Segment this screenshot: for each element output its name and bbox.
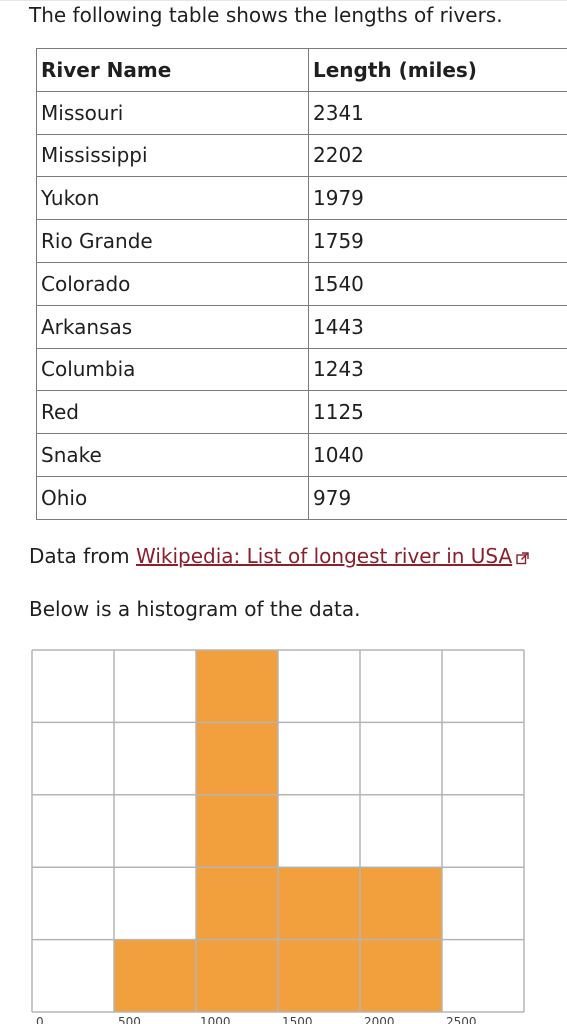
river-length-cell: 2341 bbox=[308, 90, 567, 135]
wikipedia-link[interactable]: Wikipedia: List of longest river in USA bbox=[136, 544, 513, 568]
header-length: Length (miles) bbox=[308, 48, 567, 92]
river-name-cell: Rio Grande bbox=[36, 219, 309, 263]
histogram-bar bbox=[196, 650, 278, 1012]
table-row: Yukon 1979 bbox=[36, 176, 567, 221]
river-length-cell: 1443 bbox=[308, 304, 567, 349]
top-divider bbox=[0, 0, 567, 1]
river-length-cell: 1125 bbox=[308, 390, 567, 435]
header-river-name: River Name bbox=[36, 48, 309, 92]
river-name-cell: Colorado bbox=[36, 261, 309, 306]
x-tick-label: 2500 bbox=[446, 1015, 477, 1024]
histogram-intro: Below is a histogram of the data. bbox=[29, 597, 361, 621]
x-tick-label: 1000 bbox=[200, 1015, 231, 1024]
table-row: Colorado 1540 bbox=[36, 261, 567, 306]
table-row: Arkansas 1443 bbox=[36, 304, 567, 349]
river-length-cell: 1979 bbox=[308, 176, 567, 221]
x-tick-label: 1500 bbox=[282, 1015, 313, 1024]
river-length-cell: 979 bbox=[308, 475, 567, 520]
river-name-cell: Yukon bbox=[36, 176, 309, 221]
histogram-bar bbox=[114, 939, 196, 1012]
table-row: Red 1125 bbox=[36, 390, 567, 435]
histogram-chart: 0 500 1000 1500 2000 2500 bbox=[31, 649, 525, 1024]
external-link-icon[interactable] bbox=[516, 544, 529, 572]
x-tick-label: 500 bbox=[118, 1015, 141, 1024]
river-name-cell: Arkansas bbox=[36, 304, 309, 349]
source-line: Data from Wikipedia: List of longest riv… bbox=[29, 542, 529, 572]
table-header-row: River Name Length (miles) bbox=[36, 48, 567, 92]
table-row: Mississippi 2202 bbox=[36, 133, 567, 178]
table-row: Missouri 2341 bbox=[36, 90, 567, 135]
table-row: Snake 1040 bbox=[36, 433, 567, 477]
river-length-cell: 1040 bbox=[308, 433, 567, 477]
river-name-cell: Ohio bbox=[36, 475, 309, 520]
river-length-cell: 1759 bbox=[308, 219, 567, 263]
source-prefix: Data from bbox=[29, 544, 137, 568]
table-row: Ohio 979 bbox=[36, 475, 567, 520]
river-length-cell: 1540 bbox=[308, 261, 567, 306]
river-length-cell: 2202 bbox=[308, 133, 567, 178]
table-row: Columbia 1243 bbox=[36, 347, 567, 392]
intro-text: The following table shows the lengths of… bbox=[29, 3, 503, 27]
x-tick-label: 2000 bbox=[364, 1015, 395, 1024]
river-table: River Name Length (miles) Missouri 2341 … bbox=[36, 48, 567, 520]
river-name-cell: Red bbox=[36, 390, 309, 435]
x-tick-label: 0 bbox=[36, 1015, 44, 1024]
table-row: Rio Grande 1759 bbox=[36, 219, 567, 263]
river-name-cell: Mississippi bbox=[36, 133, 309, 178]
river-name-cell: Missouri bbox=[36, 90, 309, 135]
river-name-cell: Snake bbox=[36, 433, 309, 477]
river-name-cell: Columbia bbox=[36, 347, 309, 392]
river-length-cell: 1243 bbox=[308, 347, 567, 392]
